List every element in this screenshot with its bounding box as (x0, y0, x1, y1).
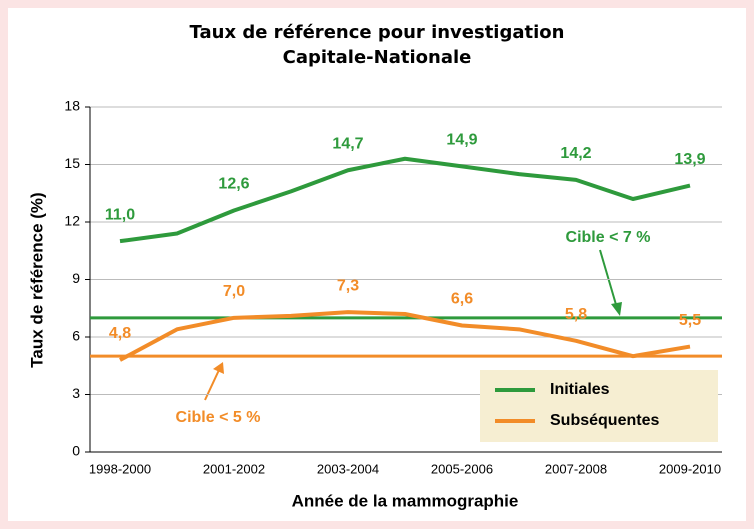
x-tick-label: 2007-2008 (545, 461, 607, 476)
y-tick-label: 15 (64, 155, 80, 171)
x-tick-label: 2003-2004 (317, 461, 379, 476)
arrow-head (213, 362, 224, 374)
series-line (119, 310, 691, 362)
chart-subtitle: Capitale-Nationale (283, 47, 472, 68)
data-label: 7,3 (337, 277, 359, 294)
data-label: 11,0 (105, 206, 135, 223)
series-line (119, 156, 691, 244)
y-tick-label: 6 (72, 328, 80, 344)
x-tick-label: 2009-2010 (659, 461, 721, 476)
y-tick-label: 18 (64, 98, 80, 114)
data-label: 12,6 (218, 176, 249, 193)
annotation: Cible < 5 % (176, 409, 261, 426)
y-tick-label: 0 (72, 443, 80, 459)
data-label: 13,9 (674, 151, 705, 168)
x-tick-label: 2001-2002 (203, 461, 265, 476)
data-label: 7,0 (223, 283, 245, 300)
x-tick-label: 2005-2006 (431, 461, 493, 476)
data-label: 14,7 (332, 135, 363, 152)
panel (8, 8, 746, 521)
legend-label: Subséquentes (550, 412, 659, 429)
x-tick-label: 1998-2000 (89, 461, 151, 476)
data-label: 14,9 (446, 132, 477, 149)
legend-label: Initiales (550, 381, 610, 398)
annotation: Cible < 7 % (566, 229, 651, 246)
data-label: 14,2 (560, 145, 591, 162)
y-tick-label: 12 (64, 213, 80, 229)
data-label: 5,8 (565, 306, 587, 323)
arrow-head (611, 302, 622, 316)
y-axis-label: Taux de référence (%) (27, 192, 46, 367)
y-tick-label: 3 (72, 385, 80, 401)
data-label: 6,6 (451, 291, 473, 308)
legend-box (480, 370, 718, 442)
x-axis-label: Année de la mammographie (292, 491, 519, 510)
data-label: 5,5 (679, 312, 701, 329)
y-tick-label: 9 (72, 270, 80, 286)
chart-title: Taux de référence pour investigation (190, 22, 565, 43)
data-label: 4,8 (109, 325, 131, 342)
